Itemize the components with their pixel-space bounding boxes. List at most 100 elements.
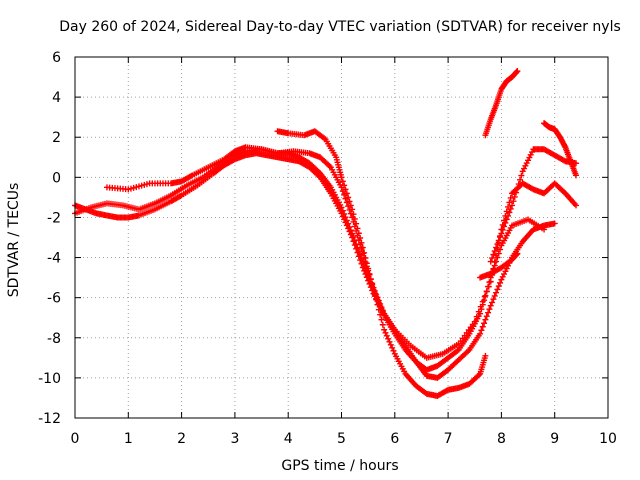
- data-point: [518, 172, 525, 179]
- data-point: [490, 251, 497, 258]
- data-point: [343, 190, 350, 197]
- data-point: [346, 223, 353, 230]
- series-track-g: [541, 120, 580, 179]
- data-point: [354, 225, 361, 232]
- data-point: [493, 289, 500, 296]
- x-tick-label: 3: [230, 431, 239, 447]
- data-point: [349, 206, 356, 213]
- data-point: [481, 320, 488, 327]
- data-point: [483, 288, 490, 295]
- series-track-h: [477, 250, 521, 281]
- data-point: [486, 306, 493, 313]
- data-point: [350, 233, 357, 240]
- data-point: [507, 205, 514, 212]
- data-point: [473, 313, 480, 320]
- y-tick-label: -2: [47, 210, 61, 226]
- data-point: [366, 270, 373, 277]
- data-point: [378, 316, 385, 323]
- data-point: [339, 207, 346, 214]
- data-point: [357, 235, 364, 242]
- data-point: [355, 230, 362, 237]
- data-point: [487, 302, 494, 309]
- data-point: [478, 327, 485, 334]
- data-point: [489, 299, 496, 306]
- data-point: [487, 278, 494, 285]
- x-tick-label: 5: [337, 431, 346, 447]
- y-tick-label: -4: [47, 251, 61, 267]
- data-point: [339, 178, 346, 185]
- x-tick-label: 9: [550, 431, 559, 447]
- data-point: [342, 214, 349, 221]
- chart-title: Day 260 of 2024, Sidereal Day-to-day VTE…: [59, 19, 621, 35]
- data-point: [343, 217, 350, 224]
- y-tick-label: 2: [52, 130, 61, 146]
- y-tick-label: -12: [38, 411, 61, 427]
- data-point: [375, 306, 382, 313]
- data-point: [347, 227, 354, 234]
- data-point: [377, 311, 384, 318]
- data-point: [370, 286, 377, 293]
- data-point: [507, 194, 514, 201]
- x-tick-label: 4: [284, 431, 293, 447]
- x-tick-label: 0: [71, 431, 80, 447]
- y-axis-label: SDTVAR / TECUs: [6, 183, 22, 298]
- data-point: [475, 308, 482, 315]
- data-point: [350, 211, 357, 218]
- plot-frame: [74, 56, 609, 419]
- data-point: [373, 296, 380, 303]
- data-point: [511, 193, 518, 200]
- data-point: [505, 212, 512, 219]
- data-point: [487, 258, 494, 265]
- data-point: [362, 255, 369, 262]
- data-point: [483, 313, 490, 320]
- data-point: [381, 326, 388, 333]
- data-point: [517, 176, 524, 183]
- series-track-d: [274, 128, 489, 399]
- data-point: [503, 216, 510, 223]
- data-point: [498, 230, 505, 237]
- x-tick-label: 2: [177, 431, 186, 447]
- series-track-c: [103, 144, 580, 361]
- data-point: [479, 323, 486, 330]
- data-point: [491, 248, 498, 255]
- data-point: [514, 185, 521, 192]
- data-point: [351, 215, 358, 222]
- x-axis-label: GPS time / hours: [281, 458, 398, 474]
- data-point: [386, 338, 393, 345]
- data-point: [363, 260, 370, 267]
- data-series: [72, 68, 580, 399]
- data-point: [374, 301, 381, 308]
- tick-labels: 0 1 2 3 4 5 6 7 8 9 10 -12 -10 -8 -6 -4 -2 0 2 4 6: [38, 50, 617, 447]
- x-tick-label: 6: [390, 431, 399, 447]
- x-tick-label: 8: [497, 431, 506, 447]
- data-point: [471, 318, 478, 325]
- data-point: [365, 265, 372, 272]
- data-point: [379, 307, 386, 314]
- data-point: [514, 250, 521, 257]
- data-point: [342, 186, 349, 193]
- data-point: [573, 202, 580, 209]
- data-point: [341, 210, 348, 217]
- data-point: [387, 341, 394, 348]
- data-point: [482, 316, 489, 323]
- data-point: [499, 226, 506, 233]
- data-point: [494, 241, 501, 248]
- x-tick-label: 7: [444, 431, 453, 447]
- data-point: [573, 172, 580, 179]
- data-point: [506, 209, 513, 216]
- data-point: [369, 281, 376, 288]
- data-point: [506, 199, 513, 206]
- data-point: [358, 239, 365, 246]
- data-point: [477, 303, 484, 310]
- y-tick-label: 6: [52, 50, 61, 66]
- data-point: [502, 219, 509, 226]
- data-point: [541, 226, 548, 233]
- data-point: [349, 230, 356, 237]
- data-point: [485, 283, 492, 290]
- data-point: [477, 330, 484, 337]
- data-point: [346, 198, 353, 205]
- y-tick-label: -10: [38, 371, 61, 387]
- data-point: [485, 309, 492, 316]
